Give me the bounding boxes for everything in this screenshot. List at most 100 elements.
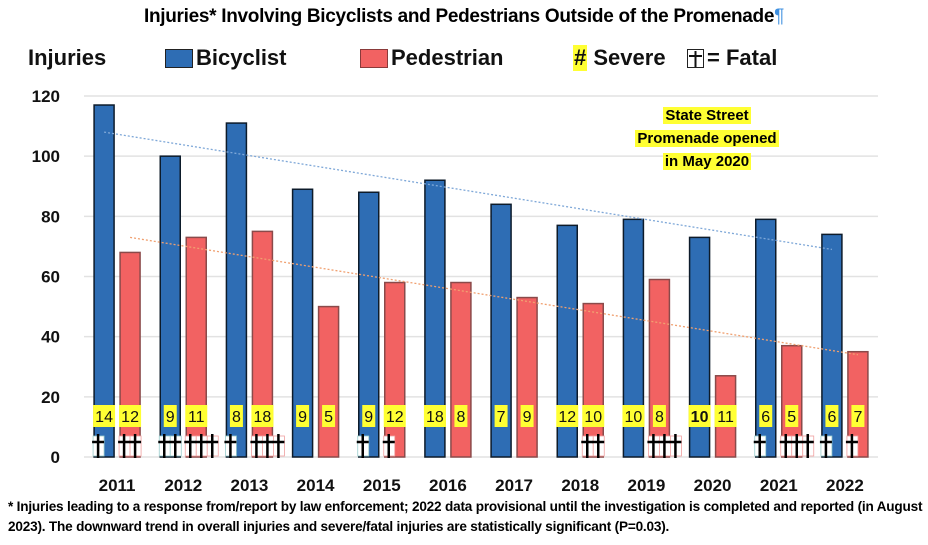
bar-pedestrian bbox=[251, 230, 274, 458]
bar-pedestrian bbox=[185, 236, 207, 458]
severe-label: 10 bbox=[584, 409, 602, 426]
severe-label-bg bbox=[185, 405, 208, 427]
severe-label: 9 bbox=[166, 409, 175, 426]
x-tick-label: 2021 bbox=[760, 476, 798, 495]
bar-bicyclist bbox=[424, 179, 446, 458]
y-tick-label: 120 bbox=[32, 87, 60, 106]
bar-pedestrian bbox=[582, 302, 604, 458]
promenade-annotation: State Street Promenade opened in May 202… bbox=[635, 107, 779, 170]
footnote: * Injuries leading to a response from/re… bbox=[8, 499, 923, 534]
y-tick-label: 60 bbox=[41, 268, 60, 287]
severe-label: 5 bbox=[787, 409, 796, 426]
y-tick-label: 80 bbox=[41, 207, 60, 226]
x-tick-label: 2011 bbox=[99, 476, 136, 495]
x-tick-label: 2019 bbox=[628, 476, 666, 495]
bar-bicyclist bbox=[688, 236, 711, 458]
legend-pedestrian: Pedestrian bbox=[360, 44, 504, 72]
legend-bicyclist: Bicyclist bbox=[165, 44, 287, 72]
severe-label-bg bbox=[383, 405, 406, 427]
bar-pedestrian bbox=[317, 305, 340, 458]
severe-label: 8 bbox=[655, 409, 664, 426]
y-tick-label: 20 bbox=[41, 388, 60, 407]
severe-label-bg bbox=[229, 405, 243, 427]
bar-bicyclist bbox=[821, 233, 843, 458]
bar-bicyclist bbox=[358, 191, 380, 458]
legend-fatal: = Fatal bbox=[687, 44, 777, 72]
x-tick-label: 2017 bbox=[495, 476, 533, 495]
severe-label-bg bbox=[556, 405, 579, 427]
severe-label: 6 bbox=[827, 409, 836, 426]
severe-label: 18 bbox=[254, 409, 272, 426]
trendline-bicyclist bbox=[103, 131, 833, 251]
severe-label: 7 bbox=[853, 409, 862, 426]
severe-label: 14 bbox=[95, 409, 113, 426]
y-tick-label: 100 bbox=[32, 147, 60, 166]
bar-pedestrian bbox=[516, 296, 538, 458]
severe-label-bg bbox=[825, 405, 839, 427]
bar-pedestrian bbox=[450, 281, 472, 458]
bar-bicyclist bbox=[291, 188, 314, 458]
severe-symbol: # bbox=[573, 45, 588, 71]
severe-label: 6 bbox=[761, 409, 770, 426]
severe-label: 9 bbox=[298, 409, 307, 426]
severe-label: 9 bbox=[364, 409, 373, 426]
y-tick-label: 0 bbox=[51, 448, 60, 467]
y-axis-title: Injuries bbox=[28, 45, 107, 70]
severe-label: 11 bbox=[188, 409, 205, 426]
severe-label-bg bbox=[688, 405, 711, 427]
severe-label: 12 bbox=[386, 409, 404, 426]
severe-label-bg bbox=[622, 405, 645, 427]
x-tick-label: 2015 bbox=[363, 476, 401, 495]
bar-bicyclist bbox=[490, 203, 512, 458]
cross-icon bbox=[687, 48, 704, 68]
bar-pedestrian bbox=[384, 281, 406, 458]
x-tick-label: 2013 bbox=[231, 476, 269, 495]
severe-label-bg bbox=[296, 405, 310, 427]
severe-label: 7 bbox=[497, 409, 506, 426]
severe-label-bg bbox=[851, 405, 865, 427]
severe-label: 12 bbox=[558, 409, 576, 426]
bar-bicyclist bbox=[225, 122, 248, 458]
bar-pedestrian bbox=[648, 278, 671, 458]
severe-label-bg bbox=[520, 405, 534, 427]
severe-label-bg bbox=[163, 405, 177, 427]
severe-label-bg bbox=[454, 405, 468, 427]
severe-label-bg bbox=[362, 405, 376, 427]
severe-label: 18 bbox=[426, 409, 444, 426]
severe-label-bg bbox=[759, 405, 773, 427]
bar-bicyclist bbox=[622, 218, 645, 458]
severe-label-bg bbox=[652, 405, 666, 427]
bar-pedestrian bbox=[781, 344, 803, 458]
legend-swatch-pedestrian bbox=[360, 48, 388, 68]
bar-pedestrian bbox=[847, 350, 869, 458]
severe-label-bg bbox=[714, 405, 737, 427]
trendline-pedestrian bbox=[129, 236, 859, 356]
severe-label-bg bbox=[322, 405, 336, 427]
severe-label: 11 bbox=[717, 409, 734, 426]
bar-bicyclist bbox=[556, 224, 578, 458]
severe-label-bg bbox=[494, 405, 508, 427]
x-tick-label: 2012 bbox=[164, 476, 202, 495]
y-tick-label: 40 bbox=[41, 328, 60, 347]
severe-label: 12 bbox=[121, 409, 139, 426]
x-tick-label: 2016 bbox=[429, 476, 467, 495]
severe-label: 5 bbox=[324, 409, 333, 426]
severe-label-bg bbox=[93, 405, 116, 427]
x-tick-label: 2014 bbox=[297, 476, 335, 495]
severe-label-bg bbox=[119, 405, 142, 427]
severe-label: 10 bbox=[691, 409, 709, 426]
legend-severe: # Severe bbox=[573, 45, 666, 71]
severe-label: 10 bbox=[625, 409, 643, 426]
x-tick-label: 2020 bbox=[694, 476, 732, 495]
bar-bicyclist bbox=[93, 104, 115, 458]
x-tick-label: 2022 bbox=[826, 476, 864, 495]
severe-label-bg bbox=[582, 405, 605, 427]
severe-label-bg bbox=[423, 405, 446, 427]
legend-swatch-bicyclist bbox=[165, 48, 193, 68]
severe-label: 9 bbox=[523, 409, 532, 426]
chart-title: Injuries* Involving Bicyclists and Pedes… bbox=[143, 6, 785, 27]
bar-bicyclist bbox=[159, 155, 181, 458]
x-tick-label: 2018 bbox=[561, 476, 599, 495]
severe-label-bg bbox=[251, 405, 274, 427]
